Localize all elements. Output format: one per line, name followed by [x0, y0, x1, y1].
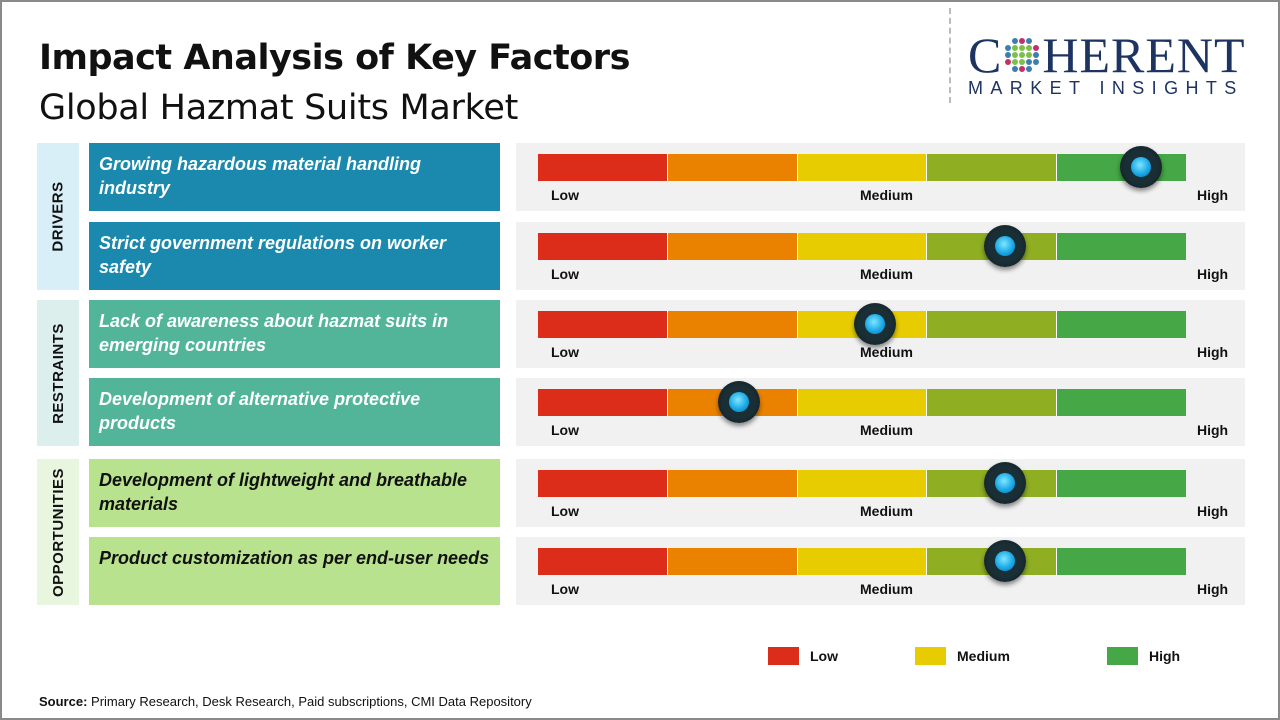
divider	[949, 8, 951, 103]
legend-label: High	[1149, 648, 1181, 664]
page-subtitle: Global Hazmat Suits Market	[39, 88, 519, 128]
scale-segment	[927, 154, 1058, 181]
scale-label-high: High	[1197, 266, 1229, 282]
scale-label-low: Low	[551, 422, 579, 438]
scale-segment	[1057, 470, 1186, 497]
scale-segment	[1057, 548, 1186, 575]
scale-segment	[797, 233, 928, 260]
coherent-logo: C HERENT MARKET INSIGHTS	[968, 27, 1246, 98]
scale-segment	[667, 233, 798, 260]
knob-light-icon	[1130, 157, 1151, 177]
scale-segment	[538, 154, 668, 181]
scale-label-high: High	[1197, 581, 1229, 597]
impact-gauge: Low Medium High	[516, 537, 1245, 605]
impact-indicator-knob	[983, 540, 1026, 582]
impact-gauge: Low Medium High	[516, 143, 1245, 211]
scale-label-high: High	[1197, 187, 1229, 203]
scale-label-low: Low	[551, 187, 579, 203]
scale-label-medium: Medium	[860, 422, 913, 438]
impact-scale-bar	[538, 311, 1186, 338]
scale-label-low: Low	[551, 503, 579, 519]
impact-gauge: Low Medium High	[516, 459, 1245, 527]
scale-segment	[1057, 311, 1186, 338]
scale-segment	[667, 154, 798, 181]
scale-label-medium: Medium	[860, 266, 913, 282]
scale-segment	[538, 470, 668, 497]
scale-segment	[927, 389, 1058, 416]
scale-label-low: Low	[551, 266, 579, 282]
category-label: OPPORTUNITIES	[37, 459, 79, 605]
scale-segment	[667, 470, 798, 497]
factor-label: Product customization as per end-user ne…	[89, 537, 500, 605]
scale-segment	[797, 470, 928, 497]
scale-segment	[538, 311, 668, 338]
category-label: DRIVERS	[37, 143, 79, 290]
scale-segment	[667, 548, 798, 575]
legend-label: Low	[810, 648, 838, 664]
scale-segment	[538, 233, 668, 260]
scale-label-high: High	[1197, 503, 1229, 519]
page-title: Impact Analysis of Key Factors	[39, 38, 630, 78]
impact-scale-bar	[538, 548, 1186, 575]
scale-label-medium: Medium	[860, 503, 913, 519]
category-label: RESTRAINTS	[37, 300, 79, 446]
scale-segment	[927, 311, 1058, 338]
legend-label: Medium	[957, 648, 1010, 664]
scale-segment	[797, 548, 928, 575]
impact-scale-bar	[538, 470, 1186, 497]
legend-item-low: Low	[768, 647, 838, 665]
scale-label-low: Low	[551, 344, 579, 360]
scale-label-medium: Medium	[860, 581, 913, 597]
scale-segment	[1057, 389, 1186, 416]
impact-indicator-knob	[983, 225, 1026, 267]
category-label-text: RESTRAINTS	[49, 322, 67, 424]
scale-segment	[1057, 233, 1186, 260]
category-label-text: OPPORTUNITIES	[49, 467, 67, 597]
impact-indicator-knob	[983, 462, 1026, 504]
legend-swatch	[915, 647, 946, 665]
knob-light-icon	[994, 473, 1015, 493]
impact-scale-bar	[538, 389, 1186, 416]
factor-label: Development of alternative protective pr…	[89, 378, 500, 446]
scale-label-medium: Medium	[860, 187, 913, 203]
legend-swatch	[768, 647, 799, 665]
scale-segment	[667, 311, 798, 338]
impact-gauge: Low Medium High	[516, 378, 1245, 446]
scale-segment	[538, 548, 668, 575]
factor-label: Lack of awareness about hazmat suits in …	[89, 300, 500, 368]
factor-label: Strict government regulations on worker …	[89, 222, 500, 290]
scale-segment	[797, 154, 928, 181]
globe-icon	[1005, 38, 1040, 72]
knob-light-icon	[994, 236, 1015, 256]
impact-indicator-knob	[853, 303, 896, 345]
legend-swatch	[1107, 647, 1138, 665]
impact-indicator-knob	[1119, 146, 1162, 188]
impact-gauge: Low Medium High	[516, 300, 1245, 368]
knob-light-icon	[994, 551, 1015, 571]
scale-label-low: Low	[551, 581, 579, 597]
legend-item-high: High	[1107, 647, 1180, 665]
category-label-text: DRIVERS	[49, 181, 67, 252]
scale-label-high: High	[1197, 344, 1229, 360]
scale-segment	[538, 389, 668, 416]
factor-label: Development of lightweight and breathabl…	[89, 459, 500, 527]
knob-light-icon	[864, 314, 885, 334]
scale-label-high: High	[1197, 422, 1229, 438]
legend-item-medium: Medium	[915, 647, 1010, 665]
source-note: Source: Primary Research, Desk Research,…	[39, 694, 532, 709]
factor-label: Growing hazardous material handling indu…	[89, 143, 500, 211]
impact-indicator-knob	[717, 381, 760, 423]
impact-scale-bar	[538, 233, 1186, 260]
scale-segment	[797, 389, 928, 416]
scale-label-medium: Medium	[860, 344, 913, 360]
knob-light-icon	[728, 392, 749, 412]
impact-gauge: Low Medium High	[516, 222, 1245, 290]
impact-scale-bar	[538, 154, 1186, 181]
